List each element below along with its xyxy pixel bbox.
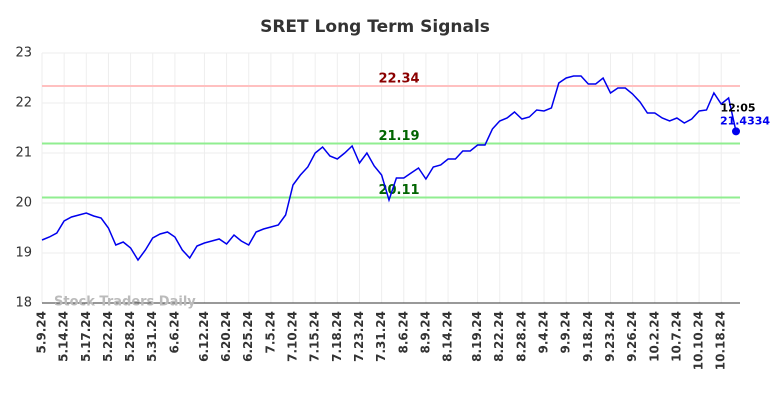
y-tick-label: 23 <box>15 46 32 61</box>
x-tick-label: 9.26.24 <box>625 311 639 362</box>
y-tick-label: 19 <box>15 246 32 261</box>
x-tick-label: 10.18.24 <box>714 311 728 370</box>
y-tick-label: 21 <box>15 146 32 161</box>
level-label: 22.34 <box>378 72 419 87</box>
y-tick-label: 22 <box>15 96 32 111</box>
x-tick-label: 6.20.24 <box>219 311 233 362</box>
x-tick-label: 8.19.24 <box>470 311 484 362</box>
x-tick-label: 10.7.24 <box>669 311 683 362</box>
last-value: 21.4334 <box>720 114 770 127</box>
x-tick-label: 9.9.24 <box>559 311 573 354</box>
x-tick-label: 7.15.24 <box>308 311 322 362</box>
x-tick-label: 6.6.24 <box>167 311 181 354</box>
x-tick-label: 10.2.24 <box>647 311 661 362</box>
price-line <box>41 75 737 262</box>
x-tick-label: 5.14.24 <box>57 311 71 362</box>
x-tick-label: 8.14.24 <box>441 311 455 362</box>
level-label: 20.11 <box>378 183 419 198</box>
x-tick-label: 8.22.24 <box>492 311 506 362</box>
x-tick-label: 5.17.24 <box>79 311 93 362</box>
x-tick-label: 7.18.24 <box>330 311 344 362</box>
x-tick-label: 7.31.24 <box>374 311 388 362</box>
chart-title: SRET Long Term Signals <box>260 17 490 37</box>
x-tick-label: 7.23.24 <box>352 311 366 362</box>
last-point <box>732 127 740 136</box>
x-tick-label: 5.28.24 <box>123 311 137 362</box>
x-tick-label: 5.9.24 <box>35 311 49 354</box>
watermark: Stock Traders Daily <box>54 295 196 310</box>
x-tick-label: 9.4.24 <box>537 311 551 354</box>
x-tick-label: 6.25.24 <box>241 311 255 362</box>
x-tick-label: 7.10.24 <box>286 311 300 362</box>
x-tick-label: 10.10.24 <box>692 311 706 370</box>
x-tick-label: 8.28.24 <box>514 311 528 362</box>
last-time: 12:05 <box>720 101 755 114</box>
x-tick-label: 9.18.24 <box>581 311 595 362</box>
y-tick-label: 18 <box>15 296 32 311</box>
x-tick-label: 5.22.24 <box>101 311 115 362</box>
x-tick-label: 8.9.24 <box>418 311 432 354</box>
y-tick-label: 20 <box>15 196 32 211</box>
x-tick-label: 7.5.24 <box>263 311 277 354</box>
x-tick-label: 9.23.24 <box>603 311 617 362</box>
x-tick-label: 8.6.24 <box>396 311 410 354</box>
x-tick-label: 6.12.24 <box>197 311 211 362</box>
level-label: 21.19 <box>378 129 419 144</box>
x-tick-label: 5.31.24 <box>145 311 159 362</box>
